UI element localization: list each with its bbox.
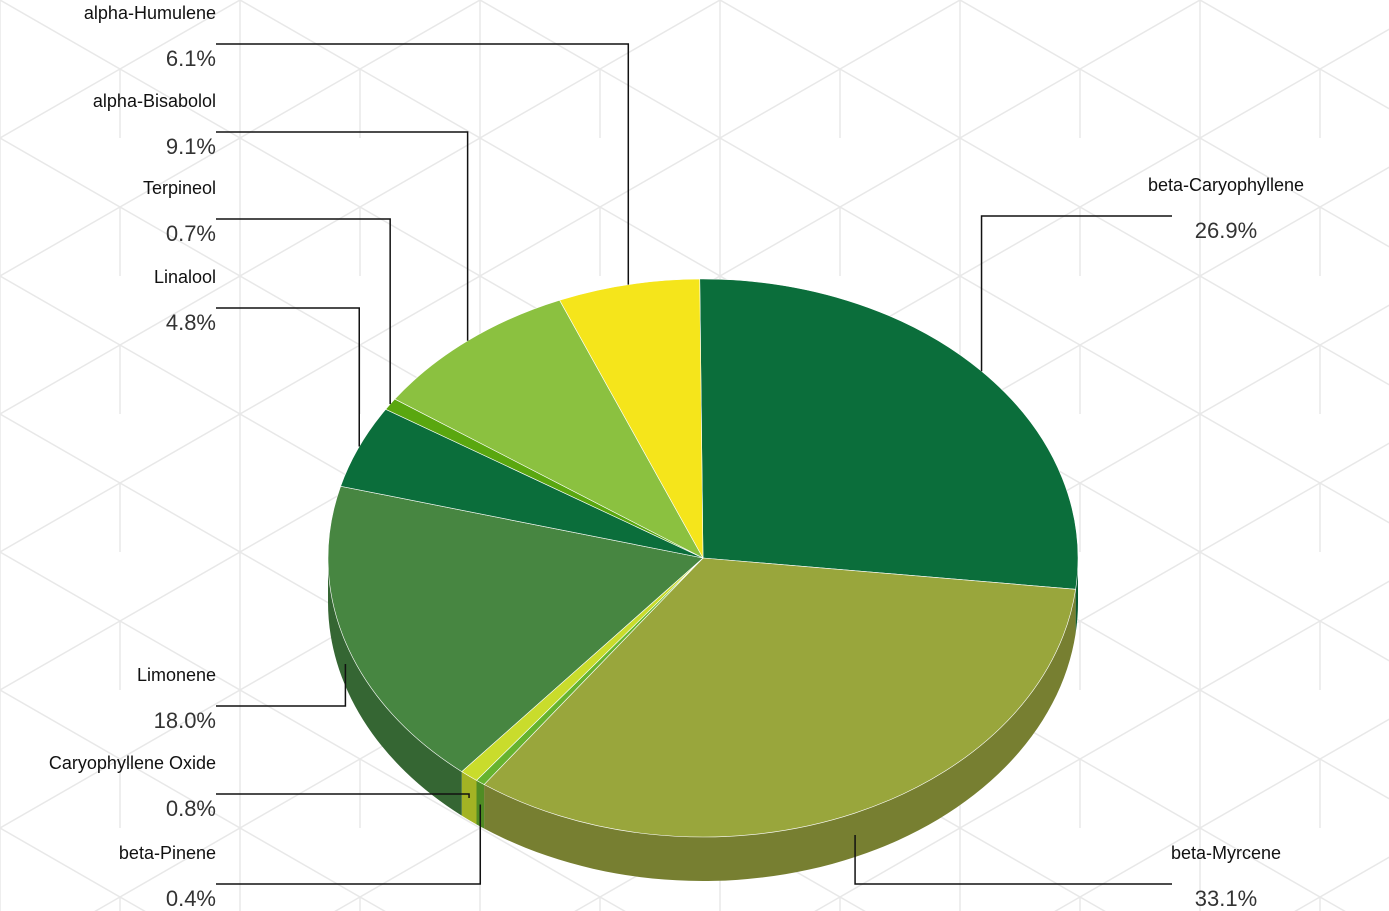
slice-percent-label: 26.9% <box>1195 218 1257 243</box>
slice-percent-label: 18.0% <box>154 708 216 733</box>
leader-lines <box>216 43 1172 885</box>
slice-name-label: alpha-Humulene <box>84 3 216 23</box>
slice-percent-label: 0.4% <box>166 886 216 911</box>
slice-name-label: Limonene <box>137 665 216 685</box>
leader-line <box>216 218 391 405</box>
slice-percent-label: 9.1% <box>166 134 216 159</box>
slice-percent-label: 33.1% <box>1195 886 1257 911</box>
slice-side-limonene <box>328 558 462 816</box>
slice-side-beta-myrcene <box>484 589 1076 881</box>
slice-name-label: alpha-Bisabolol <box>93 91 216 111</box>
leader-line <box>216 307 360 447</box>
slice-side-beta-pinene <box>476 780 485 829</box>
slice-name-label: beta-Myrcene <box>1171 843 1281 863</box>
slice-percent-label: 0.7% <box>166 221 216 246</box>
slice-labels: beta-Caryophyllene 26.9% beta-Myrcene 33.1%… <box>49 3 1304 911</box>
slice-name-label: Linalool <box>154 267 216 287</box>
slice-name-label: Caryophyllene Oxide <box>49 753 216 773</box>
leader-line <box>854 835 1172 885</box>
pie-slice-limonene <box>327 485 704 772</box>
slice-name-label: Terpineol <box>143 178 216 198</box>
leader-line <box>216 664 347 707</box>
pie-slice-beta-myrcene <box>483 557 1076 838</box>
slice-percent-label: 4.8% <box>166 310 216 335</box>
slice-percent-label: 0.8% <box>166 796 216 821</box>
pie-slices <box>327 278 1079 838</box>
leader-line <box>216 804 482 885</box>
leader-line <box>216 43 630 285</box>
slice-percent-label: 6.1% <box>166 46 216 71</box>
leader-line <box>980 215 1172 372</box>
leader-line <box>216 793 470 799</box>
pie-slice-alpha-humulene <box>559 278 704 559</box>
slice-name-label: beta-Caryophyllene <box>1148 175 1304 195</box>
leader-line <box>216 131 469 341</box>
slice-name-label: beta-Pinene <box>119 843 216 863</box>
